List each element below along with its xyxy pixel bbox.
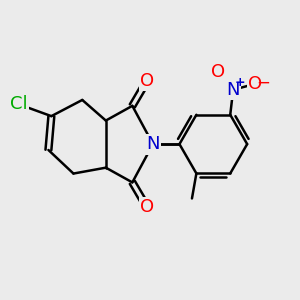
Text: Cl: Cl — [10, 95, 28, 113]
Text: O: O — [212, 63, 226, 81]
Text: O: O — [248, 75, 262, 93]
Text: N: N — [146, 135, 160, 153]
Text: N: N — [226, 81, 240, 99]
Text: −: − — [256, 74, 270, 92]
Text: O: O — [140, 198, 154, 216]
Text: O: O — [140, 72, 154, 90]
Text: +: + — [234, 76, 245, 89]
